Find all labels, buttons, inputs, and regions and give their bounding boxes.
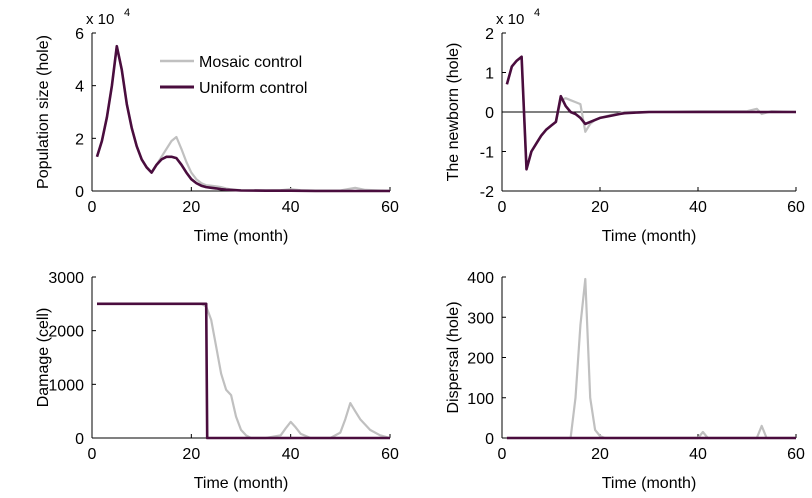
legend: Mosaic control Uniform control: [160, 54, 307, 97]
x-tick-label: 20: [591, 199, 609, 216]
x-axis-label: Time (month): [194, 475, 289, 492]
series-line-mosaic-control: [97, 302, 391, 440]
y-tick-label: 2000: [48, 324, 84, 341]
x-axis-label: Time (month): [602, 228, 697, 245]
x-tick-label: 60: [787, 446, 805, 463]
x-tick-label: 0: [88, 446, 97, 463]
x-tick-label: 60: [787, 199, 805, 216]
y-tick-label: 4: [75, 79, 84, 96]
x-tick-label: 40: [282, 446, 300, 463]
y-axis-label: Population size (hole): [35, 35, 52, 189]
y-tick-label: 300: [467, 310, 494, 327]
legend-label: Mosaic control: [199, 54, 302, 71]
y-tick-label: 2: [75, 131, 84, 148]
series-line-uniform-control: [505, 55, 796, 171]
series-line-mosaic-control: [506, 277, 796, 440]
x-tick-label: 0: [88, 199, 97, 216]
y-tick-label: -2: [480, 184, 494, 201]
x-tick-label: 60: [381, 199, 399, 216]
chart-panel-1: 0 20 40 60 0 2 4 6x 10 4 Time (month) Population s…: [35, 7, 399, 245]
y-tick-label: 0: [75, 184, 84, 201]
y-scale-exponent: 4: [124, 7, 130, 19]
y-tick-label: 1: [485, 66, 494, 83]
chart-panel-3: 0 20 40 60 0 1000 2000 3000 Time (month) Damage (…: [35, 270, 399, 492]
x-axis-label: Time (month): [194, 228, 289, 245]
series-line-uniform-control: [97, 302, 390, 440]
x-tick-label: 20: [182, 199, 200, 216]
y-tick-label: 1000: [48, 377, 84, 394]
y-tick-label: 400: [467, 270, 494, 287]
chart-panel-4: 0 20 40 60 0 100 200 300 400 Time (month) Dispersa…: [445, 270, 805, 492]
y-scale-multiplier: x 10: [86, 11, 114, 28]
x-tick-label: 40: [689, 446, 707, 463]
y-tick-label: 6: [75, 26, 84, 43]
y-tick-label: -1: [480, 145, 494, 162]
x-tick-label: 20: [182, 446, 200, 463]
x-tick-label: 40: [689, 199, 707, 216]
y-tick-label: 100: [467, 391, 494, 408]
legend-label: Uniform control: [199, 80, 307, 97]
x-tick-label: 60: [381, 446, 399, 463]
x-tick-label: 0: [498, 446, 507, 463]
y-scale-exponent: 4: [534, 7, 540, 19]
y-tick-label: 200: [467, 351, 494, 368]
y-axis-label: Dispersal (hole): [445, 301, 462, 413]
x-tick-label: 20: [591, 446, 609, 463]
y-tick-label: 0: [485, 431, 494, 448]
y-tick-label: 3000: [48, 270, 84, 287]
chart-panel-2: 0 20 40 60 -2 -1 0 1 2x 10 4 Time (month) The newbo…: [445, 7, 805, 245]
series-line-uniform-control: [95, 44, 390, 193]
x-tick-label: 40: [282, 199, 300, 216]
y-scale-multiplier: x 10: [496, 11, 524, 28]
y-tick-label: 2: [485, 26, 494, 43]
x-axis-label: Time (month): [602, 475, 697, 492]
y-axis-label: The newborn (hole): [445, 43, 462, 182]
y-tick-label: 0: [75, 431, 84, 448]
x-tick-label: 0: [498, 199, 507, 216]
y-axis-label: Damage (cell): [35, 308, 52, 408]
y-tick-label: 0: [485, 105, 494, 122]
